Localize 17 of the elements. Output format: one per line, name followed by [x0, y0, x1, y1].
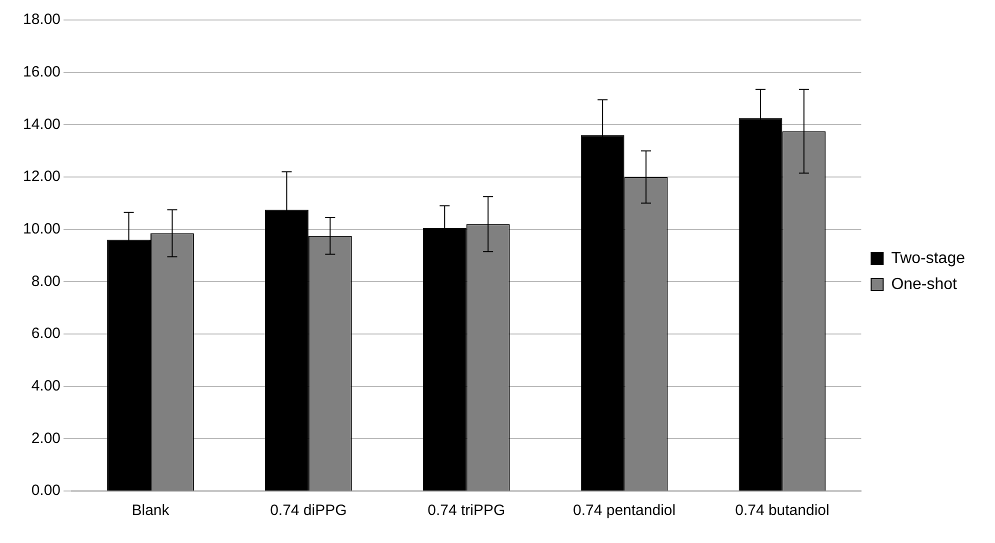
y-tick-label: 2.00: [31, 430, 61, 447]
y-tick-label: 4.00: [31, 377, 61, 394]
x-tick-label: 0.74 butandiol: [735, 502, 830, 520]
x-tick-label: 0.74 diPPG: [270, 502, 347, 520]
x-tick-label: 0.74 pentandiol: [572, 502, 676, 520]
y-tick-label: 12.00: [22, 168, 61, 186]
legend-label: One-shot: [891, 276, 958, 293]
y-tick-label: 16.00: [22, 63, 61, 80]
y-tick-label: 10.00: [22, 220, 61, 238]
y-tick-label: 0.00: [31, 482, 61, 500]
y-tick-label: 8.00: [31, 272, 61, 290]
x-tick-label: Blank: [132, 502, 170, 520]
y-tick-label: 18.00: [22, 11, 61, 28]
y-tick-label: 14.00: [22, 116, 61, 133]
y-tick-label: 6.00: [31, 325, 61, 342]
x-tick-label: 0.74 triPPG: [428, 502, 506, 520]
legend-label: Two-stage: [891, 250, 966, 267]
